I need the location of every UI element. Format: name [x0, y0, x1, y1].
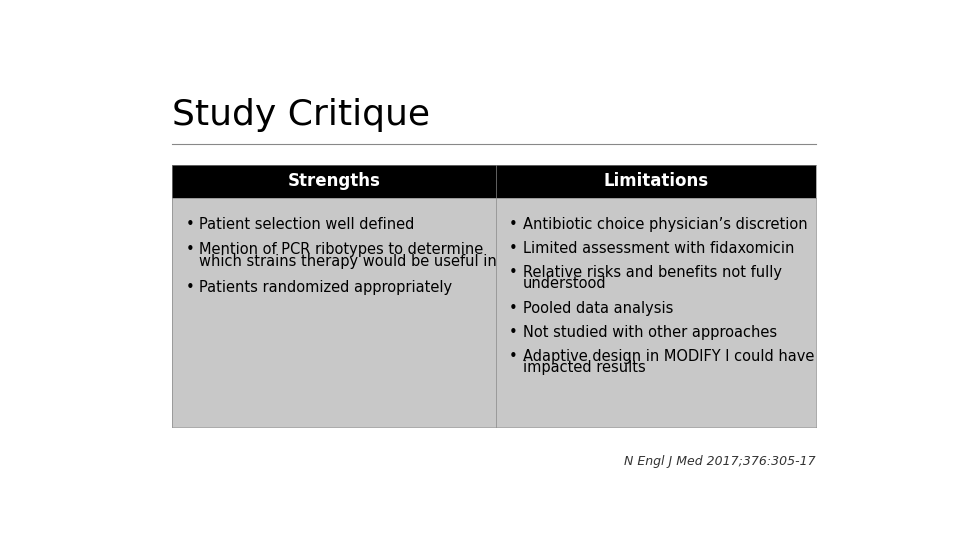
- FancyBboxPatch shape: [172, 165, 495, 198]
- Text: Limited assessment with fidaxomicin: Limited assessment with fidaxomicin: [522, 241, 794, 255]
- FancyBboxPatch shape: [495, 198, 816, 427]
- Text: Mention of PCR ribotypes to determine: Mention of PCR ribotypes to determine: [199, 242, 483, 258]
- Text: •: •: [509, 325, 517, 340]
- Text: •: •: [185, 280, 194, 295]
- Text: Patients randomized appropriately: Patients randomized appropriately: [199, 280, 452, 295]
- Text: •: •: [509, 241, 517, 255]
- Text: Antibiotic choice physician’s discretion: Antibiotic choice physician’s discretion: [522, 217, 807, 232]
- Text: •: •: [509, 217, 517, 232]
- Text: understood: understood: [522, 276, 606, 292]
- Text: Limitations: Limitations: [603, 172, 708, 190]
- Text: •: •: [509, 349, 517, 364]
- Text: N Engl J Med 2017;376:305-17: N Engl J Med 2017;376:305-17: [624, 455, 816, 468]
- FancyBboxPatch shape: [172, 198, 495, 427]
- Text: Relative risks and benefits not fully: Relative risks and benefits not fully: [522, 265, 781, 280]
- Text: impacted results: impacted results: [522, 360, 645, 375]
- Text: Study Critique: Study Critique: [172, 98, 430, 132]
- Text: •: •: [509, 301, 517, 315]
- FancyBboxPatch shape: [495, 165, 816, 198]
- Text: Strengths: Strengths: [287, 172, 380, 190]
- Text: Patient selection well defined: Patient selection well defined: [199, 217, 414, 232]
- Text: •: •: [185, 217, 194, 232]
- Text: Not studied with other approaches: Not studied with other approaches: [522, 325, 777, 340]
- Text: Adaptive design in MODIFY I could have: Adaptive design in MODIFY I could have: [522, 349, 814, 364]
- Text: •: •: [509, 265, 517, 280]
- Text: which strains therapy would be useful in: which strains therapy would be useful in: [199, 254, 496, 269]
- Text: Pooled data analysis: Pooled data analysis: [522, 301, 673, 315]
- Text: •: •: [185, 242, 194, 258]
